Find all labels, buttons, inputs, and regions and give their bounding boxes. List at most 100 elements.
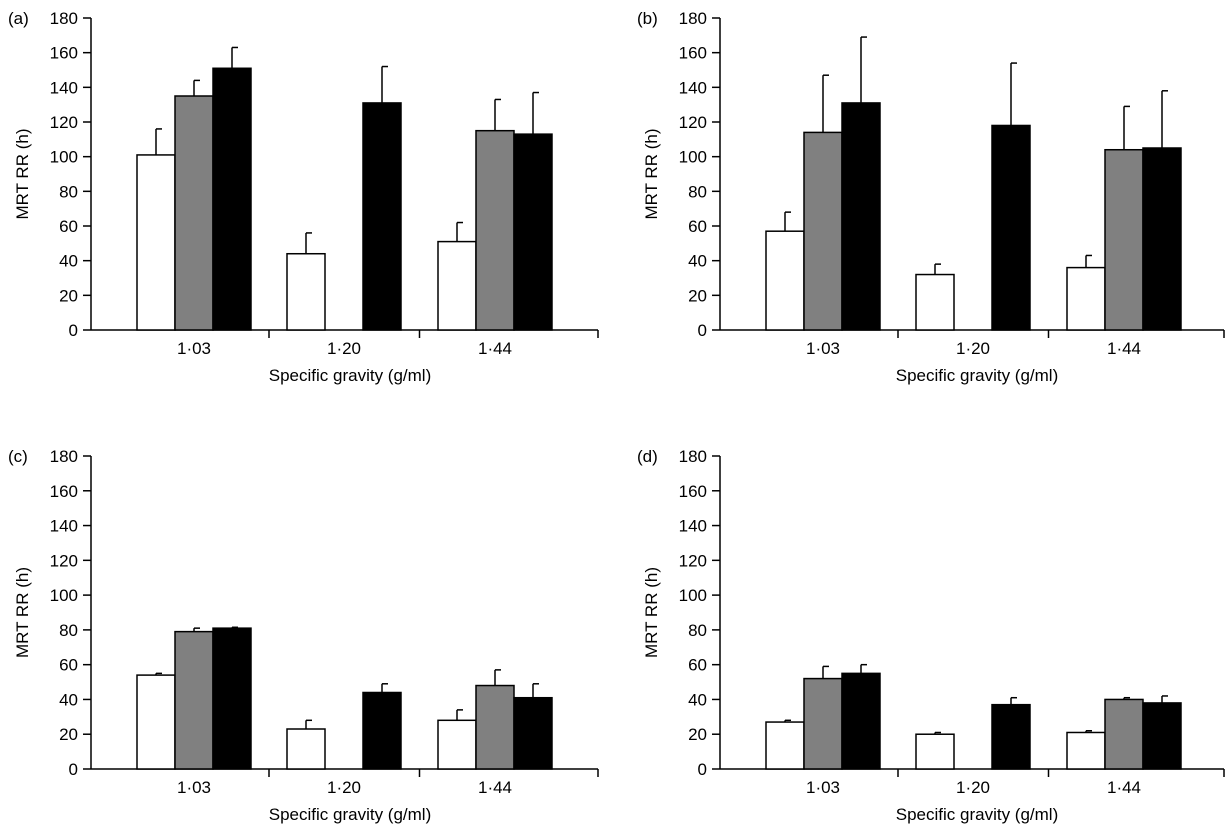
y-tick-label: 20 (59, 725, 78, 744)
bar (513, 133, 553, 331)
x-category-label: 1·03 (806, 339, 840, 358)
bar (991, 703, 1031, 770)
y-tick-label: 80 (59, 182, 78, 201)
x-category-label: 1·03 (806, 778, 840, 797)
x-category-label: 1·20 (327, 339, 361, 358)
y-tick-label: 60 (688, 656, 707, 675)
y-tick-label: 180 (679, 9, 707, 28)
x-category-label: 1·44 (1107, 778, 1141, 797)
y-tick-label: 100 (50, 148, 78, 167)
bar (1104, 698, 1144, 770)
y-tick-label: 60 (688, 217, 707, 236)
y-tick-label: 180 (50, 447, 78, 466)
bar (212, 627, 252, 770)
y-tick-label: 40 (59, 690, 78, 709)
y-tick-label: 140 (50, 517, 78, 536)
x-category-label: 1·20 (327, 778, 361, 797)
bar (1066, 731, 1106, 770)
x-axis-title: Specific gravity (g/ml) (896, 805, 1058, 824)
y-tick-label: 80 (688, 182, 707, 201)
y-tick-label: 60 (59, 217, 78, 236)
bar (437, 719, 477, 770)
bar (915, 273, 955, 331)
panel-label: (c) (8, 447, 28, 466)
y-tick-label: 160 (50, 482, 78, 501)
bar (136, 154, 176, 331)
bar (286, 728, 326, 770)
chart-panel: (d) 0 20 40 60 80 100 120 140 160 180 1·03 1·20 1·44 S… (637, 447, 1225, 824)
y-tick-label: 100 (679, 586, 707, 605)
y-tick-label: 140 (50, 78, 78, 97)
y-tick-label: 180 (679, 447, 707, 466)
y-tick-label: 20 (59, 286, 78, 305)
x-category-label: 1·44 (1107, 339, 1141, 358)
x-axis-title: Specific gravity (g/ml) (896, 366, 1058, 385)
y-tick-label: 40 (688, 252, 707, 271)
bar (1066, 266, 1106, 331)
bar (765, 230, 805, 331)
bar (1142, 147, 1182, 331)
y-axis-title: MRT RR (h) (642, 567, 661, 658)
y-tick-label: 160 (50, 44, 78, 63)
x-axis-title: Specific gravity (g/ml) (269, 366, 431, 385)
panel-label: (a) (8, 9, 29, 28)
bar (1142, 702, 1182, 770)
y-tick-label: 120 (679, 113, 707, 132)
y-tick-label: 160 (679, 44, 707, 63)
bar (286, 252, 326, 331)
y-tick-label: 80 (59, 621, 78, 640)
panel-label: (b) (637, 9, 658, 28)
bar (136, 674, 176, 770)
y-tick-label: 120 (679, 551, 707, 570)
x-category-label: 1·44 (478, 778, 512, 797)
y-tick-label: 20 (688, 725, 707, 744)
x-category-label: 1·20 (956, 778, 990, 797)
y-tick-label: 160 (679, 482, 707, 501)
panel-label: (d) (637, 447, 658, 466)
bar (212, 67, 252, 331)
y-tick-label: 140 (679, 517, 707, 536)
bar (475, 684, 515, 770)
y-tick-label: 60 (59, 656, 78, 675)
y-tick-label: 80 (688, 621, 707, 640)
chart-panel: (c) 0 20 40 60 80 100 120 140 160 180 1·03 1·20 1·44 S… (8, 447, 599, 824)
bar (1104, 148, 1144, 331)
bar (915, 733, 955, 770)
x-category-label: 1·20 (956, 339, 990, 358)
bar (362, 102, 402, 331)
y-axis-title: MRT RR (h) (642, 129, 661, 220)
bar (841, 672, 881, 770)
bar (174, 630, 214, 770)
y-tick-label: 120 (50, 551, 78, 570)
x-axis-title: Specific gravity (g/ml) (269, 805, 431, 824)
y-tick-label: 0 (698, 321, 707, 340)
y-tick-label: 0 (698, 760, 707, 779)
y-tick-label: 120 (50, 113, 78, 132)
bar (765, 721, 805, 770)
x-category-label: 1·03 (177, 778, 211, 797)
bar (991, 124, 1031, 331)
bar (362, 691, 402, 770)
y-tick-label: 140 (679, 78, 707, 97)
chart-panel: (b) 0 20 40 60 80 100 120 140 160 180 1·03 1·20 1·44 S… (637, 9, 1225, 385)
y-tick-label: 0 (69, 760, 78, 779)
bar (174, 95, 214, 331)
y-tick-label: 100 (50, 586, 78, 605)
bar (513, 696, 553, 770)
y-tick-label: 0 (69, 321, 78, 340)
x-category-label: 1·44 (478, 339, 512, 358)
chart-panel: (a) 0 20 40 60 80 100 120 140 160 180 1·03 1·20 1·44 S… (8, 9, 599, 385)
y-axis-title: MRT RR (h) (13, 567, 32, 658)
y-tick-label: 180 (50, 9, 78, 28)
bar (841, 102, 881, 331)
y-tick-label: 40 (688, 690, 707, 709)
bar (475, 129, 515, 331)
bar (437, 240, 477, 331)
y-axis-title: MRT RR (h) (13, 129, 32, 220)
y-tick-label: 100 (679, 148, 707, 167)
x-category-label: 1·03 (177, 339, 211, 358)
y-tick-label: 40 (59, 252, 78, 271)
y-tick-label: 20 (688, 286, 707, 305)
bar (803, 677, 843, 770)
